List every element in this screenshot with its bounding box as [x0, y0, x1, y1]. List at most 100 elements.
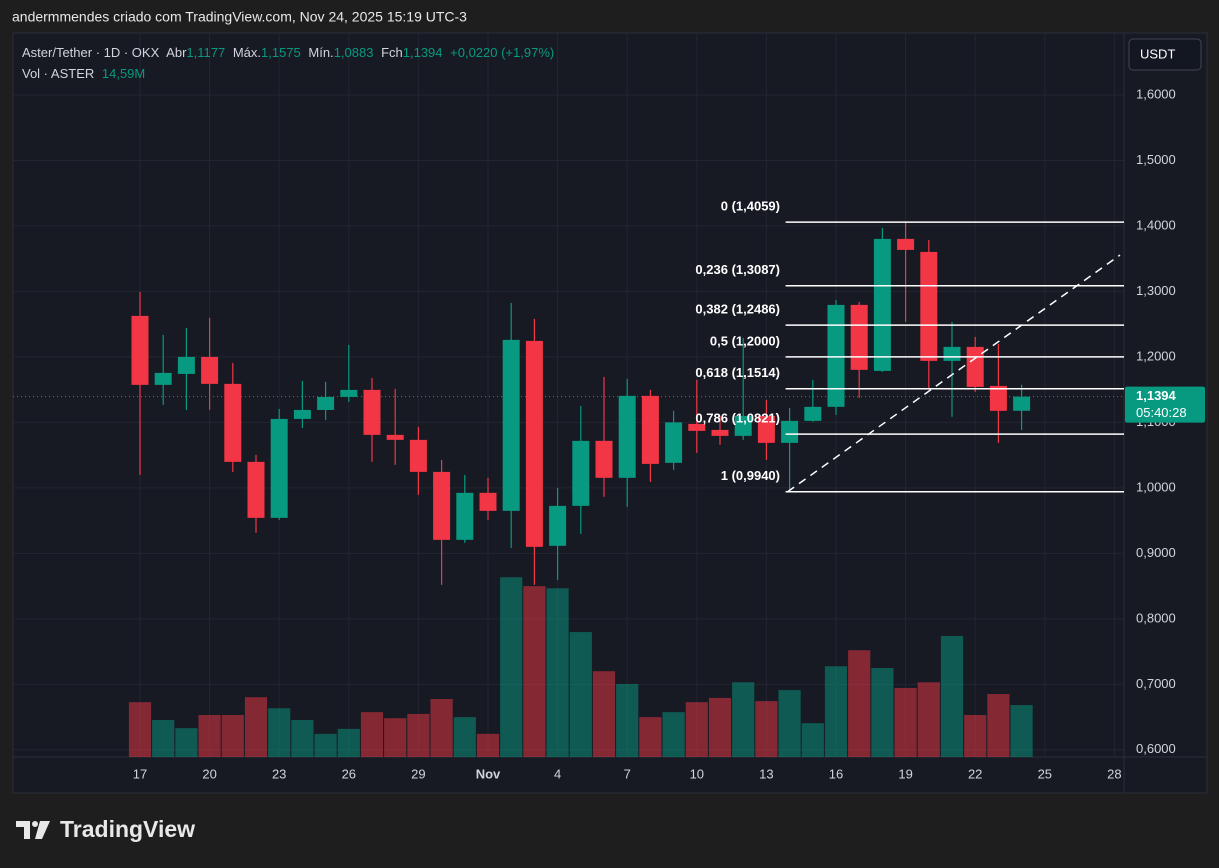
fib-level-label: 1 (0,9940) — [721, 468, 780, 483]
volume-bar — [175, 728, 198, 757]
fibonacci-layer: 0 (1,4059) 0,236 (1,3087) 0,382 (1,2486) 0,… — [695, 199, 1124, 493]
candle-body — [595, 440, 613, 478]
volume-bar — [592, 671, 616, 757]
candle-body — [665, 422, 683, 463]
volume-bar — [244, 697, 268, 757]
fib-level-label: 0 (1,4059) — [721, 199, 780, 214]
fib-level-label: 0,618 (1,1514) — [695, 365, 780, 380]
candle-body — [804, 406, 822, 421]
candle-body — [433, 471, 451, 540]
volume-bar — [1010, 705, 1033, 757]
candle-body — [757, 415, 775, 443]
x-tick-label: 22 — [968, 766, 982, 781]
x-tick-label: 26 — [342, 766, 356, 781]
close-label: Fch — [381, 45, 403, 60]
candle-body — [177, 356, 195, 374]
volume-bar — [152, 719, 175, 757]
currency-button-box[interactable] — [1128, 38, 1202, 71]
low-label: Mín. — [308, 45, 333, 60]
candle-body — [572, 440, 590, 506]
fib-level-label: 0,382 (1,2486) — [695, 302, 780, 317]
x-tick-label: 16 — [829, 766, 843, 781]
volume-bar — [824, 666, 848, 757]
logo: TradingView — [16, 816, 195, 842]
candle-body — [873, 238, 891, 371]
y-tick-label: 1,5000 — [1136, 152, 1176, 167]
high-label: Máx. — [233, 45, 261, 60]
volume-bar — [616, 684, 639, 757]
change-value: +0,0220 (+1,97%) — [450, 45, 554, 60]
fib-trend-line — [787, 254, 1121, 493]
candle-body — [641, 395, 659, 464]
last-price-box — [1125, 386, 1205, 423]
axes-layer: 0,60000,70000,80000,90001,00001,10001,20… — [13, 86, 1205, 781]
y-tick-label: 1,6000 — [1136, 86, 1176, 101]
currency-button[interactable]: USDT — [1128, 38, 1202, 71]
candle-body — [781, 420, 799, 443]
volume-bar — [198, 714, 221, 757]
candle-body — [549, 505, 567, 546]
candle-body — [827, 304, 845, 407]
attribution: andermmendes criado com TradingView.com,… — [12, 9, 467, 25]
x-tick-label: 20 — [202, 766, 216, 781]
candle-body — [711, 429, 729, 436]
volume-bar — [430, 698, 453, 757]
brand: TradingView — [60, 816, 195, 842]
countdown-label: 05:40:28 — [1136, 405, 1187, 420]
x-tick-label: 10 — [690, 766, 704, 781]
volume-bar — [523, 586, 546, 757]
volume-bar — [337, 728, 360, 757]
close-value: 1,1394 — [403, 45, 443, 60]
candle-body — [201, 356, 219, 384]
y-tick-label: 1,2000 — [1136, 348, 1176, 363]
candle-body — [688, 423, 706, 431]
candle-layer — [131, 222, 1031, 585]
volume-bar — [801, 723, 824, 757]
candle-body — [386, 434, 404, 440]
candle-body — [1013, 396, 1031, 411]
y-tick-label: 0,9000 — [1136, 545, 1176, 560]
x-tick-label: 13 — [759, 766, 773, 781]
logo-dot — [32, 821, 38, 827]
volume-bar — [964, 714, 987, 757]
x-tick-label: Nov — [476, 766, 501, 781]
volume-bar — [778, 690, 801, 757]
candle-body — [224, 383, 242, 462]
candle-body — [966, 346, 984, 387]
volume-bar — [894, 687, 917, 757]
candle-body — [943, 346, 961, 361]
x-tick-label: 19 — [898, 766, 912, 781]
candle-body — [920, 251, 938, 361]
x-tick-label: 29 — [411, 766, 425, 781]
candle-body — [317, 396, 335, 410]
y-tick-label: 1,4000 — [1136, 217, 1176, 232]
open-label: Abr — [166, 45, 187, 60]
volume-bar — [732, 682, 755, 757]
x-tick-label: 28 — [1107, 766, 1121, 781]
volume-bar — [360, 712, 384, 757]
open-value: 1,1177 — [186, 45, 225, 60]
volume-bar — [708, 697, 732, 757]
candle-body — [131, 315, 149, 385]
x-tick-label: 23 — [272, 766, 286, 781]
low-value: 1,0883 — [334, 45, 374, 60]
volume-bar — [407, 713, 430, 757]
volume-bar — [128, 702, 152, 757]
volume-bar — [500, 577, 523, 757]
volume-bar — [685, 702, 708, 757]
chart-panel — [12, 32, 1208, 794]
volume-bar — [662, 712, 685, 757]
volume-header: Vol · ASTER 14,59M — [22, 66, 145, 81]
volume-bar — [569, 632, 592, 757]
fib-level-label: 0,5 (1,2000) — [710, 333, 780, 348]
candle-body — [897, 238, 915, 250]
legend-header: Aster/Tether · 1D · OKX Abr1,1177 Máx.1,… — [22, 45, 554, 60]
volume-bar — [940, 635, 964, 757]
x-tick-label: 4 — [554, 766, 561, 781]
volume-label: Vol · ASTER — [22, 66, 94, 81]
volume-bar — [268, 708, 291, 757]
candle-body — [479, 492, 497, 511]
x-tick-label: 17 — [133, 766, 147, 781]
currency-label[interactable]: USDT — [1140, 46, 1175, 61]
